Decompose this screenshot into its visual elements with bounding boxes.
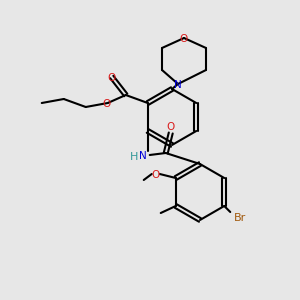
Text: H: H: [130, 152, 138, 162]
Text: N: N: [139, 151, 147, 161]
Text: O: O: [180, 34, 188, 44]
Text: O: O: [108, 73, 116, 83]
Text: O: O: [152, 170, 160, 180]
Text: N: N: [174, 80, 182, 90]
Text: Br: Br: [234, 213, 246, 223]
Text: O: O: [167, 122, 175, 132]
Text: O: O: [103, 99, 111, 109]
